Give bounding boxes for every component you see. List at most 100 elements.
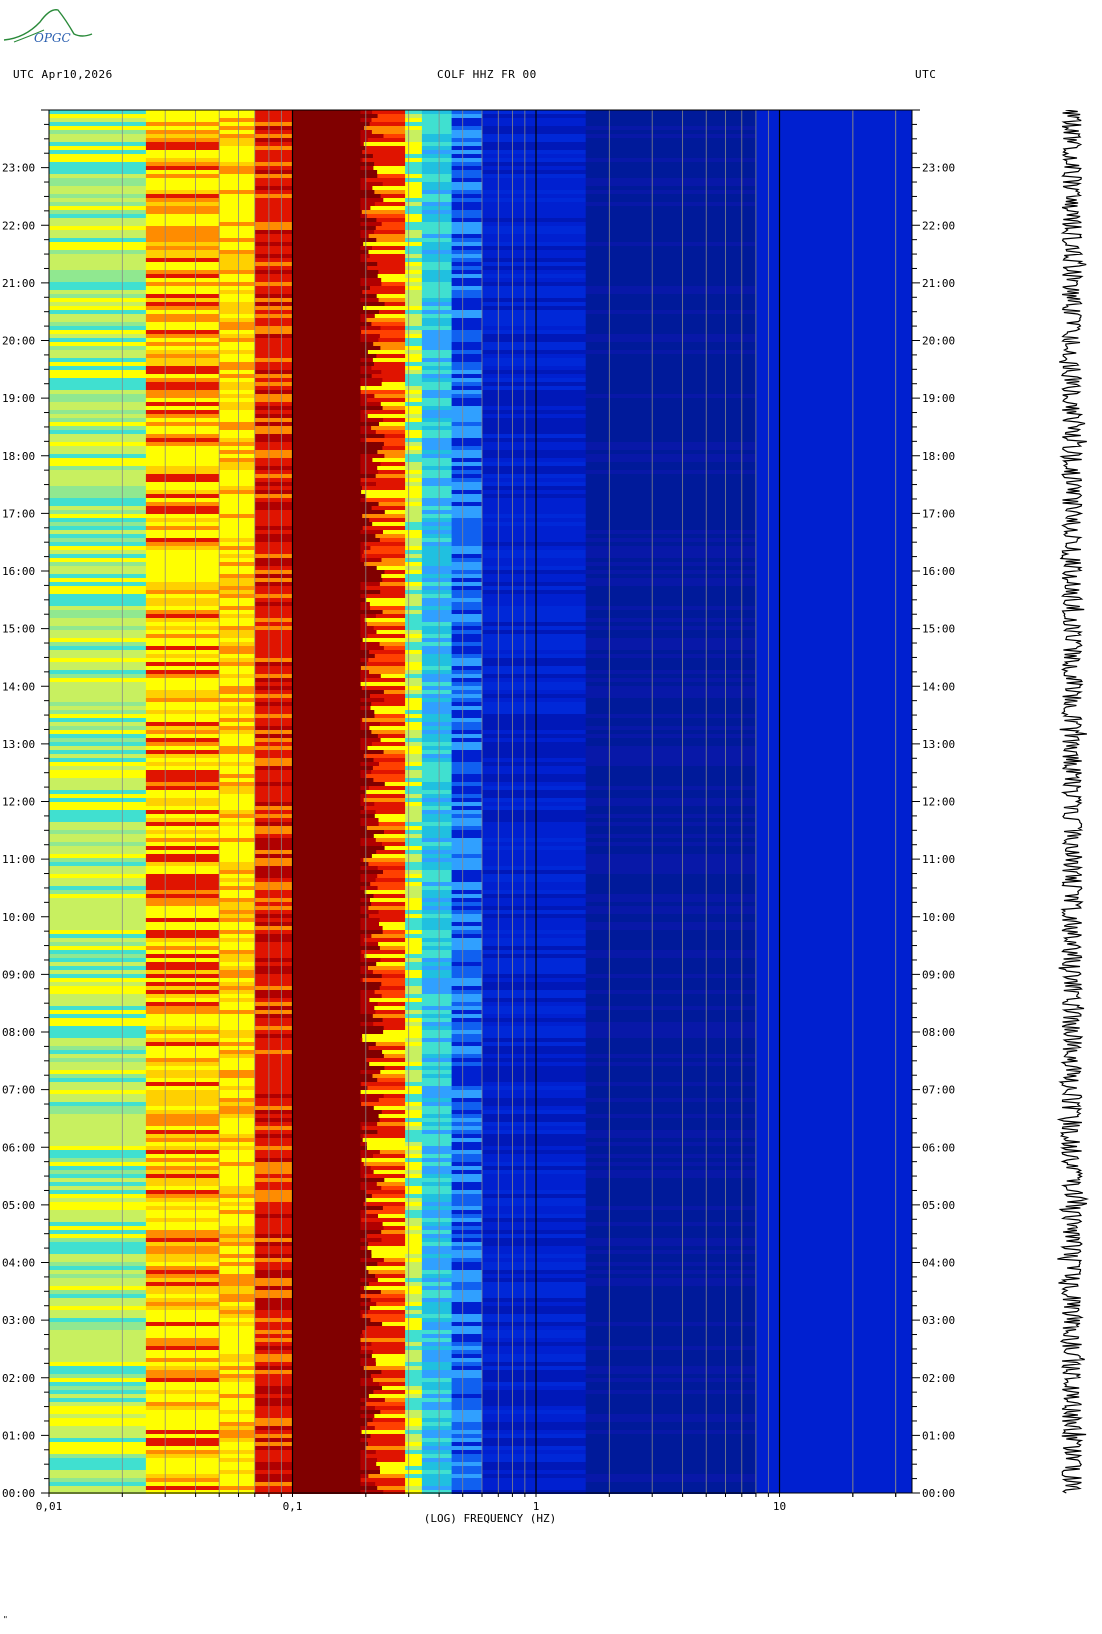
spectrogram-cell <box>482 1098 587 1102</box>
spectrogram-cell <box>49 482 147 486</box>
spectrogram-cell <box>145 454 220 458</box>
spectrogram-cell <box>585 742 757 746</box>
spectrogram-cell <box>360 1322 383 1326</box>
spectrogram-cell <box>421 426 452 430</box>
spectrogram-cell <box>421 226 452 230</box>
spectrogram-cell <box>219 1490 256 1494</box>
spectrogram-cell <box>145 1190 220 1194</box>
spectrogram-cell <box>585 1082 757 1086</box>
spectrogram-cell <box>360 750 385 754</box>
spectrogram-cell <box>292 1222 361 1226</box>
spectrogram-cell <box>292 1058 361 1062</box>
spectrogram-cell <box>405 590 423 594</box>
spectrogram-cell <box>382 182 406 186</box>
spectrogram-cell <box>219 170 256 174</box>
spectrogram-cell <box>585 590 757 594</box>
spectrogram-cell <box>292 290 361 294</box>
spectrogram-cell <box>366 1190 406 1194</box>
spectrogram-cell <box>145 866 220 870</box>
spectrogram-cell <box>254 950 293 954</box>
spectrogram-cell <box>145 1402 220 1406</box>
spectrogram-cell <box>254 1214 293 1218</box>
spectrogram-cell <box>421 702 452 706</box>
spectrogram-cell <box>384 434 406 438</box>
spectrogram-row <box>49 882 757 886</box>
spectrogram-row <box>49 202 757 206</box>
spectrogram-row <box>49 1058 757 1062</box>
spectrogram-cell <box>376 482 406 486</box>
spectrogram-cell <box>482 1010 587 1014</box>
spectrogram-cell <box>360 282 382 286</box>
spectrogram-cell <box>219 1326 256 1330</box>
spectrogram-cell <box>421 706 452 710</box>
spectrogram-cell <box>421 1238 452 1242</box>
spectrogram-cell <box>368 658 406 662</box>
spectrogram-cell <box>219 538 256 542</box>
spectrogram-cell <box>585 1450 757 1454</box>
spectrogram-row <box>49 278 757 282</box>
spectrogram-cell <box>292 1450 361 1454</box>
spectrogram-cell <box>405 674 423 678</box>
spectrogram-cell <box>421 714 452 718</box>
spectrogram-cell <box>292 1118 361 1122</box>
spectrogram-cell <box>145 1414 220 1418</box>
spectrogram-cell <box>421 746 452 750</box>
spectrogram-cell <box>405 1390 423 1394</box>
spectrogram-cell <box>49 210 147 214</box>
spectrogram-cell <box>367 1422 406 1426</box>
spectrogram-cell <box>254 170 293 174</box>
spectrogram-cell <box>585 1154 757 1158</box>
spectrogram-cell <box>145 1226 220 1230</box>
spectrogram-cell <box>145 1002 220 1006</box>
spectrogram-cell <box>360 586 366 590</box>
spectrogram-cell <box>421 842 452 846</box>
spectrogram-cell <box>370 1374 406 1378</box>
spectrogram-cell <box>360 666 406 670</box>
spectrogram-cell <box>49 834 147 838</box>
spectrogram-cell <box>362 718 406 722</box>
spectrogram-cell <box>49 466 147 470</box>
spectrogram-cell <box>254 678 293 682</box>
spectrogram-cell <box>421 1410 452 1414</box>
spectrogram-cell <box>383 530 406 534</box>
spectrogram-cell <box>421 322 452 326</box>
spectrogram-cell <box>482 402 587 406</box>
spectrogram-cell <box>49 1170 147 1174</box>
spectrogram-cell <box>405 1318 423 1322</box>
spectrogram-cell <box>292 574 361 578</box>
spectrogram-cell <box>451 682 483 686</box>
spectrogram-cell <box>421 1054 452 1058</box>
spectrogram-cell <box>421 282 452 286</box>
spectrogram-cell <box>405 490 423 494</box>
spectrogram-cell <box>482 1194 587 1198</box>
spectrogram-cell <box>405 522 423 526</box>
spectrogram-cell <box>49 366 147 370</box>
spectrogram-cell <box>421 1210 452 1214</box>
spectrogram-cell <box>482 1318 587 1322</box>
spectrogram-cell <box>405 1362 423 1366</box>
spectrogram-cell <box>360 766 374 770</box>
spectrogram-cell <box>254 894 293 898</box>
spectrogram-cell <box>451 1350 483 1354</box>
spectrogram-cell <box>145 646 220 650</box>
spectrogram-cell <box>219 1134 256 1138</box>
spectrogram-cell <box>421 686 452 690</box>
spectrogram-cell <box>219 1110 256 1114</box>
spectrogram-cell <box>482 222 587 226</box>
spectrogram-cell <box>360 1486 378 1490</box>
spectrogram-cell <box>292 902 361 906</box>
spectrogram-cell <box>405 1146 423 1150</box>
spectrogram-cell <box>585 1118 757 1122</box>
spectrogram-cell <box>585 362 757 366</box>
spectrogram-cell <box>292 706 361 710</box>
spectrogram-row <box>49 1102 757 1106</box>
spectrogram-cell <box>219 286 256 290</box>
spectrogram-cell <box>145 1014 220 1018</box>
spectrogram-cell <box>145 306 220 310</box>
spectrogram-cell <box>451 1190 483 1194</box>
spectrogram-cell <box>405 738 423 742</box>
spectrogram-cell <box>482 314 587 318</box>
spectrogram-cell <box>145 1282 220 1286</box>
spectrogram-cell <box>219 626 256 630</box>
spectrogram-cell <box>219 1322 256 1326</box>
